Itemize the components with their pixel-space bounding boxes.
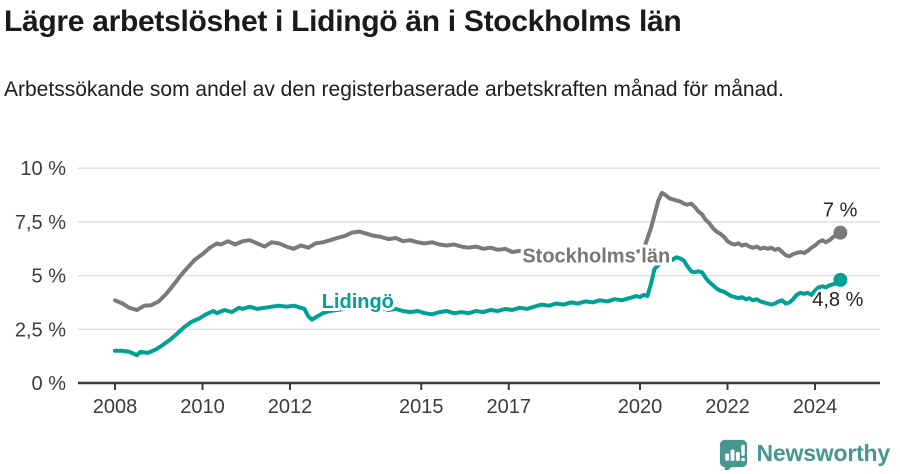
end-value-label-stockholms-lan: 7 % — [823, 200, 858, 222]
newsworthy-logo-icon[interactable] — [717, 437, 750, 470]
page-title: Lägre arbetslöshet i Lidingö än i Stockh… — [4, 5, 682, 38]
y-tick-label: 0 % — [32, 373, 67, 395]
series-end-dot-lidingo — [833, 272, 848, 287]
x-tick-label: 2017 — [487, 396, 532, 418]
x-tick-label: 2024 — [793, 396, 838, 418]
x-tick-label: 2008 — [93, 396, 138, 418]
x-tick-label: 2022 — [705, 396, 750, 418]
series-line-lidingo — [113, 255, 843, 358]
y-tick-label: 10 % — [20, 158, 66, 180]
series-end-dot-stockholms-lan — [833, 225, 848, 240]
y-tick-label: 5 % — [32, 266, 67, 288]
x-tick-label: 2012 — [268, 396, 313, 418]
brand-name[interactable]: Newsworthy — [756, 440, 891, 466]
y-tick-label: 7,5 % — [15, 212, 66, 234]
series-label-stockholms-lan: Stockholms län — [522, 246, 670, 268]
x-tick-label: 2010 — [180, 396, 225, 418]
brand-footer: Newsworthy — [717, 437, 890, 470]
x-tick-label: 2015 — [399, 396, 444, 418]
end-value-label-lidingo: 4,8 % — [812, 289, 863, 311]
page-subtitle: Arbetssökande som andel av den registerb… — [4, 78, 784, 101]
y-tick-label: 2,5 % — [15, 319, 66, 341]
series-line-stockholms-lan — [113, 190, 843, 312]
x-tick-label: 2020 — [618, 396, 663, 418]
series-label-lidingo: Lidingö — [322, 291, 394, 313]
